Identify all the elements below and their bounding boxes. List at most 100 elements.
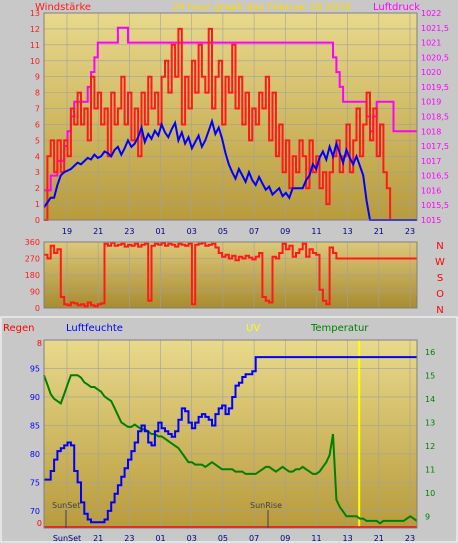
humidity-y-tick: 85 bbox=[30, 421, 40, 430]
pressure-y-tick: 1020 bbox=[421, 68, 441, 77]
temperature-y-tick: 12 bbox=[425, 442, 435, 451]
uv-label: UV bbox=[246, 323, 260, 334]
direction-series bbox=[44, 241, 417, 308]
chart-title: 24 hour graph day Februar 18 2018 bbox=[172, 2, 351, 13]
pressure-y-tick: 1017 bbox=[421, 157, 441, 166]
wind-x-tick: 11 bbox=[311, 227, 321, 236]
rain-y-tick: 8 bbox=[37, 339, 42, 348]
humidity-y-tick: 90 bbox=[30, 393, 40, 402]
direction-y-ticks: 0 90 180 270 360 bbox=[25, 238, 40, 313]
wind-x-tick: 23 bbox=[124, 227, 134, 236]
humidity-x-tick: 05 bbox=[218, 534, 228, 543]
pressure-y-tick: 1022 bbox=[421, 9, 441, 18]
humidity-label: Luftfeuchte bbox=[66, 323, 123, 334]
wind-y-tick: 2 bbox=[35, 184, 40, 193]
pressure-y-tick: 1020,5 bbox=[421, 53, 449, 62]
wind-y-tick: 0 bbox=[35, 216, 40, 225]
sun-annotations: SunSet SunRise bbox=[52, 501, 282, 528]
pressure-y-tick: 1021,5 bbox=[421, 24, 449, 33]
humidity-x-tick: 21 bbox=[93, 534, 103, 543]
wind-x-ticks: 19 21 23 01 03 05 07 09 11 13 21 23 bbox=[62, 227, 415, 236]
wind-y-tick: 6 bbox=[35, 120, 40, 129]
temperature-y-tick: 16 bbox=[425, 348, 435, 357]
humidity-x-tick: 09 bbox=[280, 534, 290, 543]
pressure-y-tick: 1015 bbox=[421, 216, 441, 225]
temperature-y-tick: 10 bbox=[425, 489, 435, 498]
humidity-x-tick: SunSet bbox=[53, 534, 81, 543]
wind-y-tick: 1 bbox=[35, 200, 40, 209]
temperature-y-tick: 9 bbox=[425, 512, 430, 521]
pressure-y-tick: 1018 bbox=[421, 127, 441, 136]
direction-plot-border bbox=[43, 241, 418, 309]
humidity-x-tick: 13 bbox=[343, 534, 353, 543]
humidity-plot-border bbox=[43, 339, 418, 529]
wind-y-tick: 3 bbox=[35, 168, 40, 177]
wind-y-tick: 5 bbox=[35, 136, 40, 145]
pressure-y-tick: 1015,5 bbox=[421, 201, 449, 210]
wind-x-tick: 13 bbox=[343, 227, 353, 236]
pressure-y-tick: 1018,5 bbox=[421, 113, 449, 122]
wind-x-tick: 09 bbox=[280, 227, 290, 236]
wind-x-tick: 21 bbox=[93, 227, 103, 236]
pressure-y-tick: 1016 bbox=[421, 186, 441, 195]
pressure-y-ticks: 1015 1015,5 1016 1016,5 1017 1017,5 1018 1018,5… bbox=[421, 9, 449, 225]
wind-axis-label: Windstärke bbox=[35, 2, 91, 13]
wind-x-tick: 07 bbox=[249, 227, 259, 236]
pressure-y-tick: 1016,5 bbox=[421, 172, 449, 181]
humidity-y-ticks: 70 75 80 85 90 95 bbox=[30, 364, 40, 515]
wind-x-tick: 01 bbox=[155, 227, 165, 236]
direction-y-tick: 180 bbox=[25, 271, 40, 280]
sunset-annotation: SunSet bbox=[52, 501, 80, 510]
wind-y-tick: 4 bbox=[35, 152, 40, 161]
humidity-y-tick: 95 bbox=[30, 364, 40, 373]
temperature-y-tick: 13 bbox=[425, 418, 435, 427]
compass-label: S bbox=[437, 273, 443, 284]
compass-label: O bbox=[436, 289, 444, 300]
pressure-y-tick: 1019,5 bbox=[421, 83, 449, 92]
humidity-y-tick: 80 bbox=[30, 450, 40, 459]
rain-label: Regen bbox=[3, 323, 35, 334]
temperature-label: Temperatur bbox=[310, 323, 369, 334]
wind-y-tick: 8 bbox=[35, 89, 40, 98]
wind-x-tick: 19 bbox=[62, 227, 72, 236]
humidity-temp-series bbox=[43, 340, 418, 528]
pressure-y-tick: 1021 bbox=[421, 39, 441, 48]
pressure-axis-label: Luftdruck bbox=[373, 2, 420, 13]
humidity-x-tick: 23 bbox=[405, 534, 415, 543]
wind-x-tick: 23 bbox=[405, 227, 415, 236]
wind-plot-border bbox=[43, 12, 418, 221]
rain-y-ticks: 08 bbox=[37, 339, 42, 528]
temperature-line bbox=[43, 374, 418, 525]
temperature-y-ticks: 9 10 11 12 13 14 15 16 bbox=[425, 348, 435, 522]
compass-label: W bbox=[435, 257, 445, 268]
wind-pressure-series bbox=[43, 26, 417, 221]
humidity-x-ticks: SunSet 21 23 01 03 05 07 09 11 13 21 23 bbox=[53, 534, 415, 543]
wind-y-tick: 12 bbox=[30, 25, 40, 34]
temperature-y-tick: 11 bbox=[425, 465, 435, 474]
humidity-x-tick: 11 bbox=[311, 534, 321, 543]
pressure-y-tick: 1017,5 bbox=[421, 142, 449, 151]
rain-y-tick: 0 bbox=[37, 519, 42, 528]
compass-label: N bbox=[436, 305, 443, 316]
wind-y-tick: 11 bbox=[30, 41, 40, 50]
humidity-x-tick: 03 bbox=[187, 534, 197, 543]
wind-plot-area bbox=[44, 13, 417, 220]
wind-y-tick: 10 bbox=[30, 57, 40, 66]
wind-x-tick: 05 bbox=[218, 227, 228, 236]
humidity-x-tick: 01 bbox=[155, 534, 165, 543]
humidity-y-tick: 70 bbox=[30, 507, 40, 516]
pressure-y-tick: 1019 bbox=[421, 98, 441, 107]
wind-x-tick: 21 bbox=[374, 227, 384, 236]
wind-x-tick: 03 bbox=[187, 227, 197, 236]
compass-label: N bbox=[436, 241, 443, 252]
humidity-x-tick: 07 bbox=[249, 534, 259, 543]
direction-y-tick: 270 bbox=[25, 255, 40, 264]
humidity-y-tick: 75 bbox=[30, 478, 40, 487]
direction-y-tick: 90 bbox=[30, 288, 40, 297]
wind-y-tick: 9 bbox=[35, 73, 40, 82]
direction-y-tick: 0 bbox=[35, 304, 40, 313]
wind-direction-line bbox=[44, 241, 417, 308]
